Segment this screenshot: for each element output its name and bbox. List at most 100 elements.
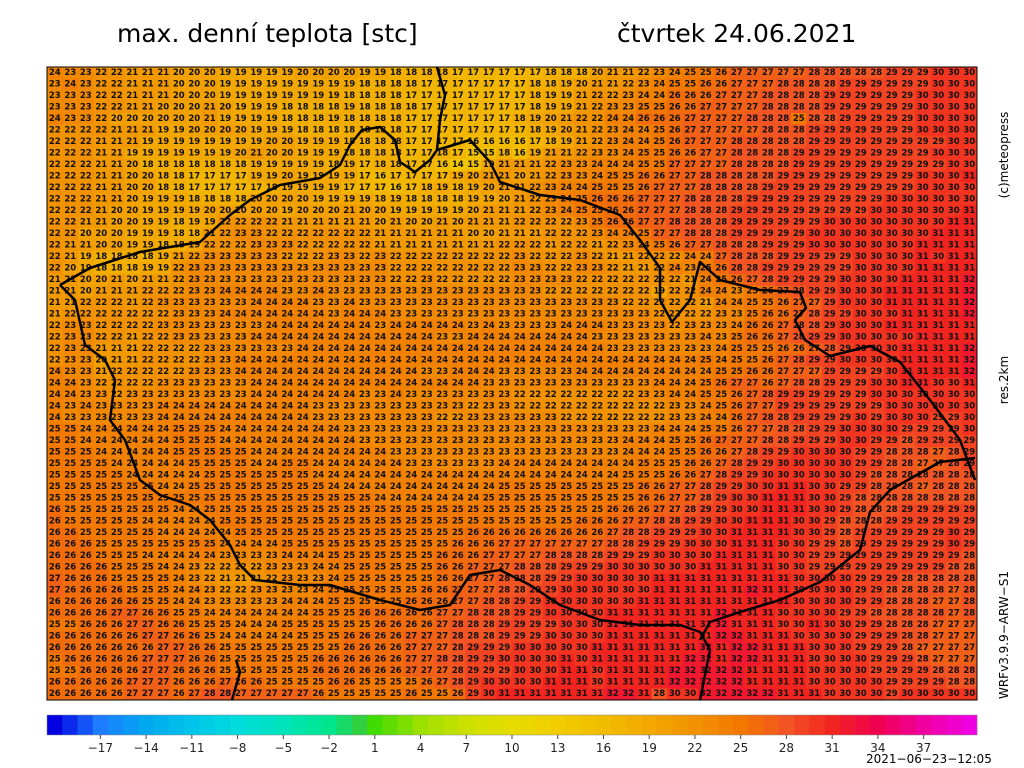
temp-value: 22 [545,402,557,412]
temp-value: 28 [948,448,960,458]
temp-value: 23 [514,263,526,273]
temp-value: 19 [328,114,340,124]
temp-value: 19 [250,79,262,89]
temp-value: 19 [235,137,247,147]
temp-value: 30 [948,68,960,78]
temp-value: 25 [390,540,402,550]
temp-value: 18 [328,125,340,135]
temp-value: 24 [560,344,572,354]
temp-value: 28 [715,206,727,216]
temp-value: 30 [715,528,727,538]
temp-value: 25 [390,505,402,515]
temp-value: 22 [204,240,216,250]
temp-value: 23 [250,240,262,250]
temp-value: 21 [95,194,107,204]
temp-value: 23 [684,402,696,412]
temp-value: 26 [638,114,650,124]
temp-value: 25 [95,471,107,481]
temp-value: 22 [173,275,185,285]
temp-value: 23 [638,390,650,400]
temp-value: 29 [870,528,882,538]
temp-value: 22 [95,379,107,389]
temp-value: 19 [467,183,479,193]
temp-value: 31 [948,275,960,285]
temp-value: 28 [839,68,851,78]
temp-value: 18 [359,79,371,89]
temp-value: 26 [514,528,526,538]
temp-cell [853,78,869,91]
temp-value: 30 [839,332,851,342]
temp-cell [775,90,792,103]
temp-value: 20 [157,102,169,112]
temp-value: 25 [297,471,309,481]
temp-cell [419,67,435,80]
temp-value: 20 [188,79,200,89]
temp-value: 24 [219,286,231,296]
temp-value: 22 [49,263,61,273]
temp-value: 23 [514,436,526,446]
temp-value: 32 [963,298,975,308]
temp-value: 23 [126,402,138,412]
temp-value: 23 [328,286,340,296]
temp-value: 30 [855,413,867,423]
temp-value: 24 [312,344,324,354]
temp-value: 30 [855,252,867,262]
temp-cell [930,78,947,91]
temp-value: 24 [591,160,603,170]
temp-value: 30 [808,471,820,481]
temp-value: 23 [235,321,247,331]
temp-value: 27 [653,505,665,515]
temp-value: 30 [777,459,789,469]
temp-value: 23 [576,252,588,262]
temp-value: 25 [80,517,92,527]
temp-value: 28 [886,471,898,481]
temp-value: 23 [529,367,541,377]
temp-value: 21 [498,229,510,239]
temp-value: 23 [64,355,76,365]
temp-value: 21 [49,298,61,308]
temp-value: 25 [64,425,76,435]
temp-value: 29 [839,505,851,515]
temp-value: 24 [545,471,557,481]
temp-cell [419,90,435,103]
temp-value: 23 [328,413,340,423]
temp-cell [636,78,652,91]
temp-value: 24 [498,344,510,354]
temp-value: 25 [653,240,665,250]
temp-value: 24 [715,344,727,354]
temp-value: 24 [715,286,727,296]
temp-value: 23 [498,390,510,400]
temp-cell [295,67,311,80]
temp-value: 31 [948,286,960,296]
temp-value: 24 [436,494,448,504]
temp-value: 20 [312,68,324,78]
temp-value: 29 [870,114,882,124]
temp-value: 29 [824,160,836,170]
temp-value: 29 [963,517,975,527]
temp-value: 23 [684,344,696,354]
temp-value: 23 [669,402,681,412]
temp-value: 29 [870,79,882,89]
temp-value: 21 [390,217,402,227]
temp-value: 20 [498,194,510,204]
temp-value: 20 [266,148,278,158]
temp-value: 22 [638,402,650,412]
temp-value: 25 [142,505,154,515]
temp-value: 21 [343,217,355,227]
temp-value: 21 [607,252,619,262]
temp-cell [248,78,265,91]
temp-value: 19 [560,79,572,89]
temp-value: 24 [173,471,185,481]
temp-value: 24 [250,425,262,435]
temp-value: 28 [684,194,696,204]
temp-value: 22 [560,217,572,227]
temp-value: 17 [498,68,510,78]
temp-value: 30 [886,275,898,285]
temp-value: 24 [157,482,169,492]
temp-value: 19 [312,91,324,101]
temp-value: 24 [421,332,433,342]
temp-value: 25 [111,540,123,550]
temp-value: 23 [529,379,541,389]
temp-value: 24 [607,160,619,170]
temp-value: 22 [111,309,123,319]
